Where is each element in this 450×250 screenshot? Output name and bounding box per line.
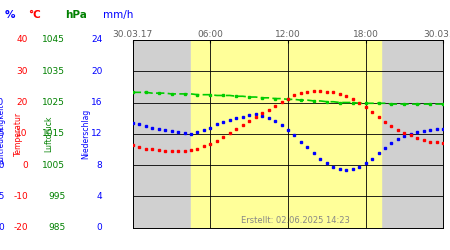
Text: Erstellt: 02.06.2025 14:23: Erstellt: 02.06.2025 14:23 bbox=[241, 216, 350, 225]
Text: 16: 16 bbox=[91, 98, 103, 107]
Text: °C: °C bbox=[28, 10, 40, 20]
Text: hPa: hPa bbox=[65, 10, 87, 20]
Text: 1045: 1045 bbox=[42, 36, 65, 44]
Text: 995: 995 bbox=[48, 192, 65, 201]
Text: 12: 12 bbox=[91, 129, 103, 138]
Text: 20: 20 bbox=[91, 67, 103, 76]
Text: 40: 40 bbox=[17, 36, 28, 44]
Bar bbox=[191, 40, 381, 228]
Text: 1025: 1025 bbox=[42, 98, 65, 107]
Text: Niederschlag: Niederschlag bbox=[81, 108, 90, 159]
Text: 0: 0 bbox=[22, 160, 28, 170]
Text: 985: 985 bbox=[48, 223, 65, 232]
Text: 20: 20 bbox=[17, 98, 28, 107]
Text: 4: 4 bbox=[97, 192, 103, 201]
Text: mm/h: mm/h bbox=[103, 10, 133, 20]
Text: 0: 0 bbox=[0, 223, 4, 232]
Text: 50: 50 bbox=[0, 160, 4, 170]
Text: 30: 30 bbox=[16, 67, 28, 76]
Text: 100: 100 bbox=[0, 98, 4, 107]
Text: Temperatur: Temperatur bbox=[14, 112, 22, 156]
Text: Luftdruck: Luftdruck bbox=[44, 116, 53, 152]
Text: 10: 10 bbox=[16, 129, 28, 138]
Text: 25: 25 bbox=[0, 192, 4, 201]
Text: 75: 75 bbox=[0, 129, 4, 138]
Text: -20: -20 bbox=[14, 223, 28, 232]
Text: %: % bbox=[4, 10, 15, 20]
Text: -10: -10 bbox=[13, 192, 28, 201]
Text: 1015: 1015 bbox=[42, 129, 65, 138]
Text: 8: 8 bbox=[97, 160, 103, 170]
Text: 1035: 1035 bbox=[42, 67, 65, 76]
Text: 24: 24 bbox=[91, 36, 103, 44]
Text: 0: 0 bbox=[97, 223, 103, 232]
Text: Luftfeuchtigkeit: Luftfeuchtigkeit bbox=[0, 104, 5, 164]
Text: 1005: 1005 bbox=[42, 160, 65, 170]
